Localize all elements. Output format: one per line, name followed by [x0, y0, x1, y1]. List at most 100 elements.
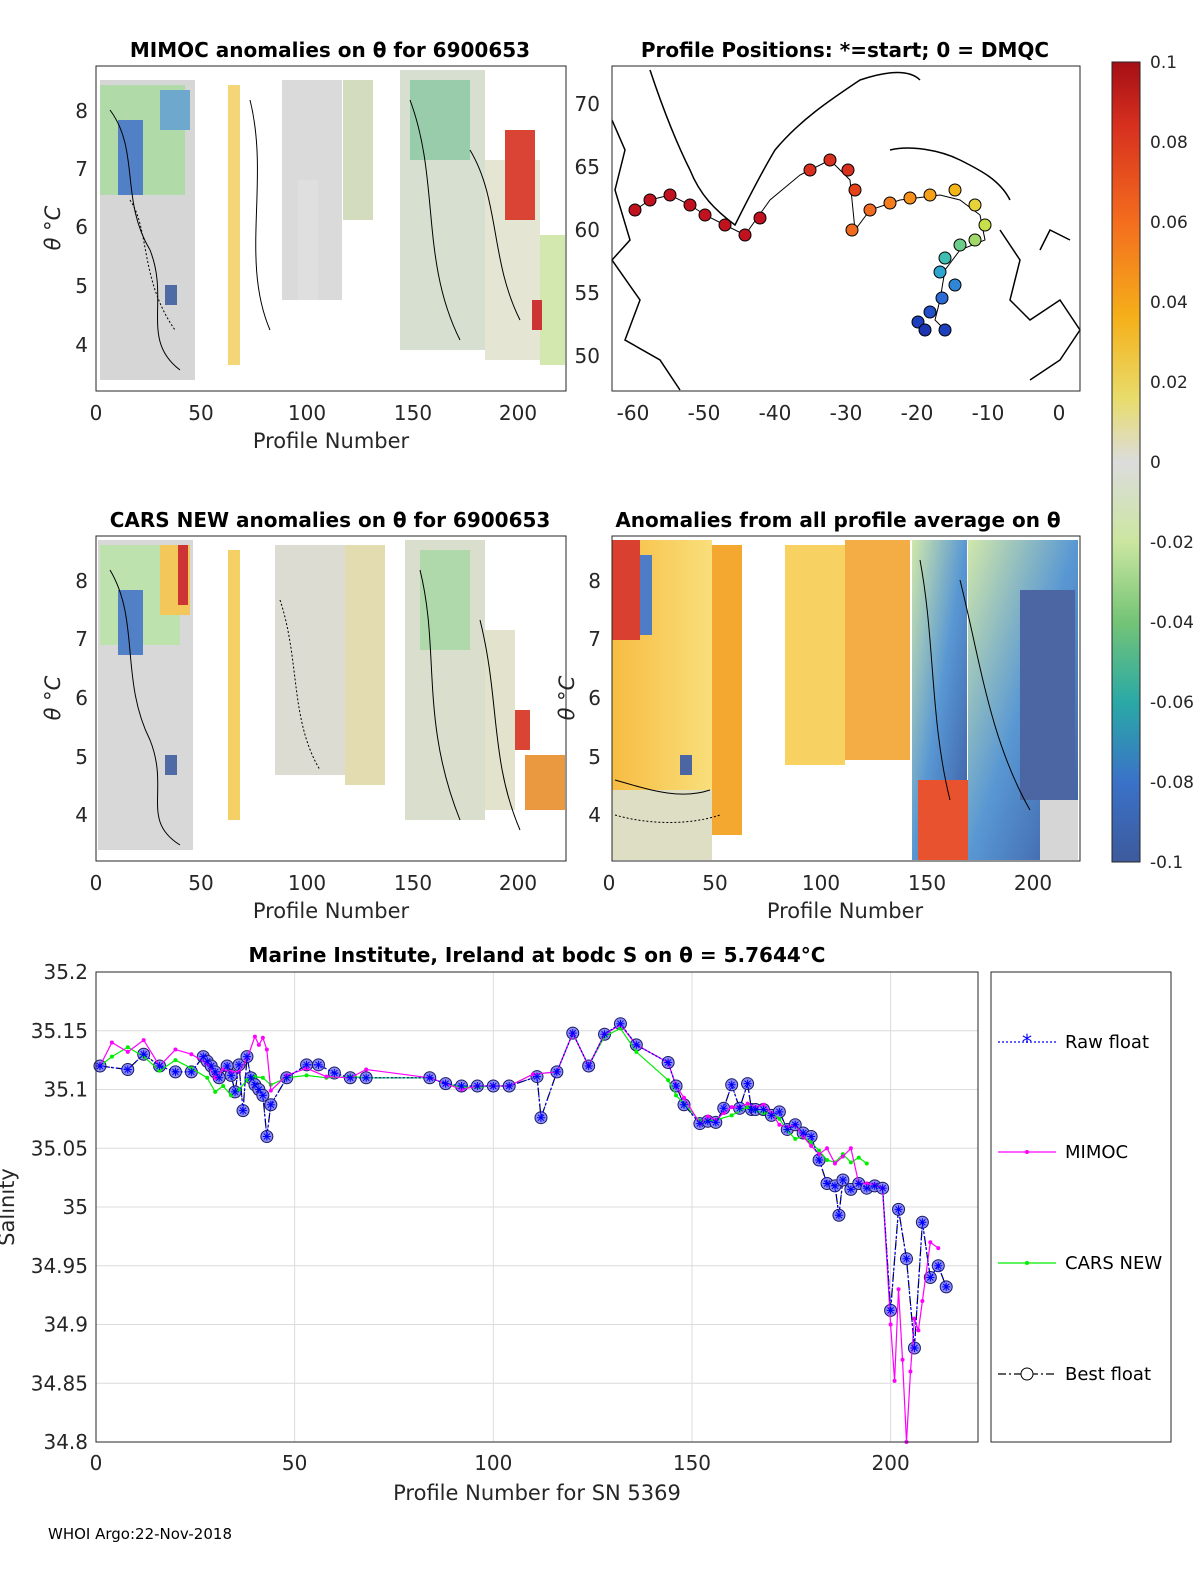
svg-text:65: 65 — [575, 155, 600, 179]
data-point — [616, 1019, 625, 1028]
salinity-chart: Marine Institute, Ireland at bodc S on θ… — [0, 943, 1172, 1505]
data-point — [942, 1282, 951, 1291]
svg-text:7: 7 — [75, 157, 88, 181]
data-point — [936, 1246, 941, 1251]
series-cars-new — [97, 1026, 869, 1166]
legend-item-mimoc: MIMOC — [998, 1142, 1128, 1163]
svg-text:-0.06: -0.06 — [1150, 693, 1194, 713]
data-point — [823, 1179, 832, 1188]
data-point — [912, 1316, 917, 1321]
data-point — [330, 1069, 339, 1078]
data-point — [634, 1049, 639, 1054]
map-axes — [611, 65, 1081, 392]
data-point — [854, 1179, 863, 1188]
x-tick-label: 50 — [282, 1451, 307, 1475]
data-point — [125, 1049, 130, 1054]
data-point — [346, 1073, 355, 1082]
data-point — [916, 1328, 921, 1333]
svg-text:0.04: 0.04 — [1150, 293, 1188, 313]
avg-title: Anomalies from all profile average on θ — [615, 508, 1060, 532]
data-point — [721, 1111, 726, 1115]
svg-text:-0.08: -0.08 — [1150, 773, 1194, 793]
legend-label: CARS NEW — [1065, 1253, 1162, 1274]
data-point — [109, 1040, 114, 1045]
data-point — [268, 1088, 273, 1093]
data-point — [878, 1184, 887, 1193]
data-point — [304, 1073, 309, 1078]
data-point — [235, 1060, 244, 1069]
svg-text:0.06: 0.06 — [1150, 213, 1188, 233]
data-point — [666, 1078, 671, 1083]
mimoc-contours — [109, 99, 521, 371]
data-point — [825, 1158, 830, 1162]
data-point — [324, 1074, 329, 1079]
data-point — [680, 1100, 688, 1109]
data-point — [832, 1161, 837, 1166]
data-point — [171, 1067, 180, 1076]
svg-text:0.1: 0.1 — [1150, 53, 1177, 73]
data-point — [777, 1116, 782, 1121]
svg-text:-0.1: -0.1 — [1150, 853, 1183, 873]
data-point — [173, 1047, 178, 1052]
map-track: * — [628, 153, 992, 337]
cars-xlabel: Profile Number — [253, 899, 410, 923]
cars-contours — [109, 569, 521, 846]
svg-text:0: 0 — [1053, 401, 1066, 425]
data-point — [250, 1080, 259, 1089]
data-point — [302, 1060, 311, 1069]
data-point — [266, 1100, 275, 1109]
data-point — [244, 1078, 249, 1083]
data-point — [536, 1113, 545, 1122]
avg-axes — [611, 535, 1081, 862]
series-line — [99, 1027, 868, 1164]
mimoc-xlabel: Profile Number — [253, 429, 410, 453]
data-point — [791, 1120, 800, 1129]
data-point — [864, 1161, 869, 1166]
data-point — [600, 1030, 609, 1039]
data-point — [364, 1067, 369, 1072]
svg-text:5: 5 — [588, 745, 601, 769]
svg-text:6: 6 — [75, 215, 88, 239]
svg-text:50: 50 — [575, 344, 600, 368]
svg-text:7: 7 — [75, 627, 88, 651]
data-point — [123, 1065, 132, 1074]
data-point — [743, 1079, 752, 1088]
data-point — [761, 1102, 766, 1107]
legend-box — [990, 971, 1172, 1443]
svg-text:150: 150 — [394, 871, 432, 895]
data-point — [239, 1106, 247, 1115]
data-point — [672, 1081, 681, 1090]
mimoc-axes — [95, 65, 567, 392]
svg-text:150: 150 — [394, 401, 432, 425]
data-point — [729, 1105, 734, 1110]
avg-xticks: 0 50 100 150 200 — [603, 871, 1052, 895]
svg-text:50: 50 — [188, 401, 213, 425]
data-point — [775, 1107, 784, 1116]
mimoc-panel: MIMOC anomalies on θ for 6900653 — [41, 38, 567, 453]
data-point — [125, 1045, 130, 1050]
data-point — [155, 1062, 164, 1070]
salinity-title: Marine Institute, Ireland at bodc S on θ… — [249, 943, 826, 967]
svg-text:*: * — [945, 310, 952, 326]
data-point — [314, 1060, 323, 1069]
salinity-legend: * Raw float MIMOC CARS NEW Best float — [990, 971, 1172, 1443]
avg-panel: Anomalies from all profile average on θ … — [555, 508, 1081, 923]
svg-text:-10: -10 — [972, 401, 1005, 425]
svg-text:4: 4 — [588, 803, 601, 827]
data-point — [910, 1344, 919, 1352]
svg-text:4: 4 — [75, 333, 88, 357]
data-point — [783, 1125, 792, 1134]
data-point — [745, 1101, 750, 1106]
data-point — [864, 1181, 869, 1186]
data-point — [207, 1062, 216, 1070]
mimoc-yticks: 4 5 6 7 8 — [75, 99, 88, 357]
data-point — [246, 1073, 255, 1082]
data-point — [187, 1067, 196, 1076]
data-point — [213, 1089, 218, 1094]
footer-credit: WHOI Argo:22-Nov-2018 — [48, 1525, 232, 1543]
data-point — [533, 1072, 541, 1081]
series-line — [99, 1024, 939, 1443]
svg-text:5: 5 — [75, 745, 88, 769]
data-point — [703, 1117, 712, 1126]
data-point — [664, 1058, 673, 1067]
